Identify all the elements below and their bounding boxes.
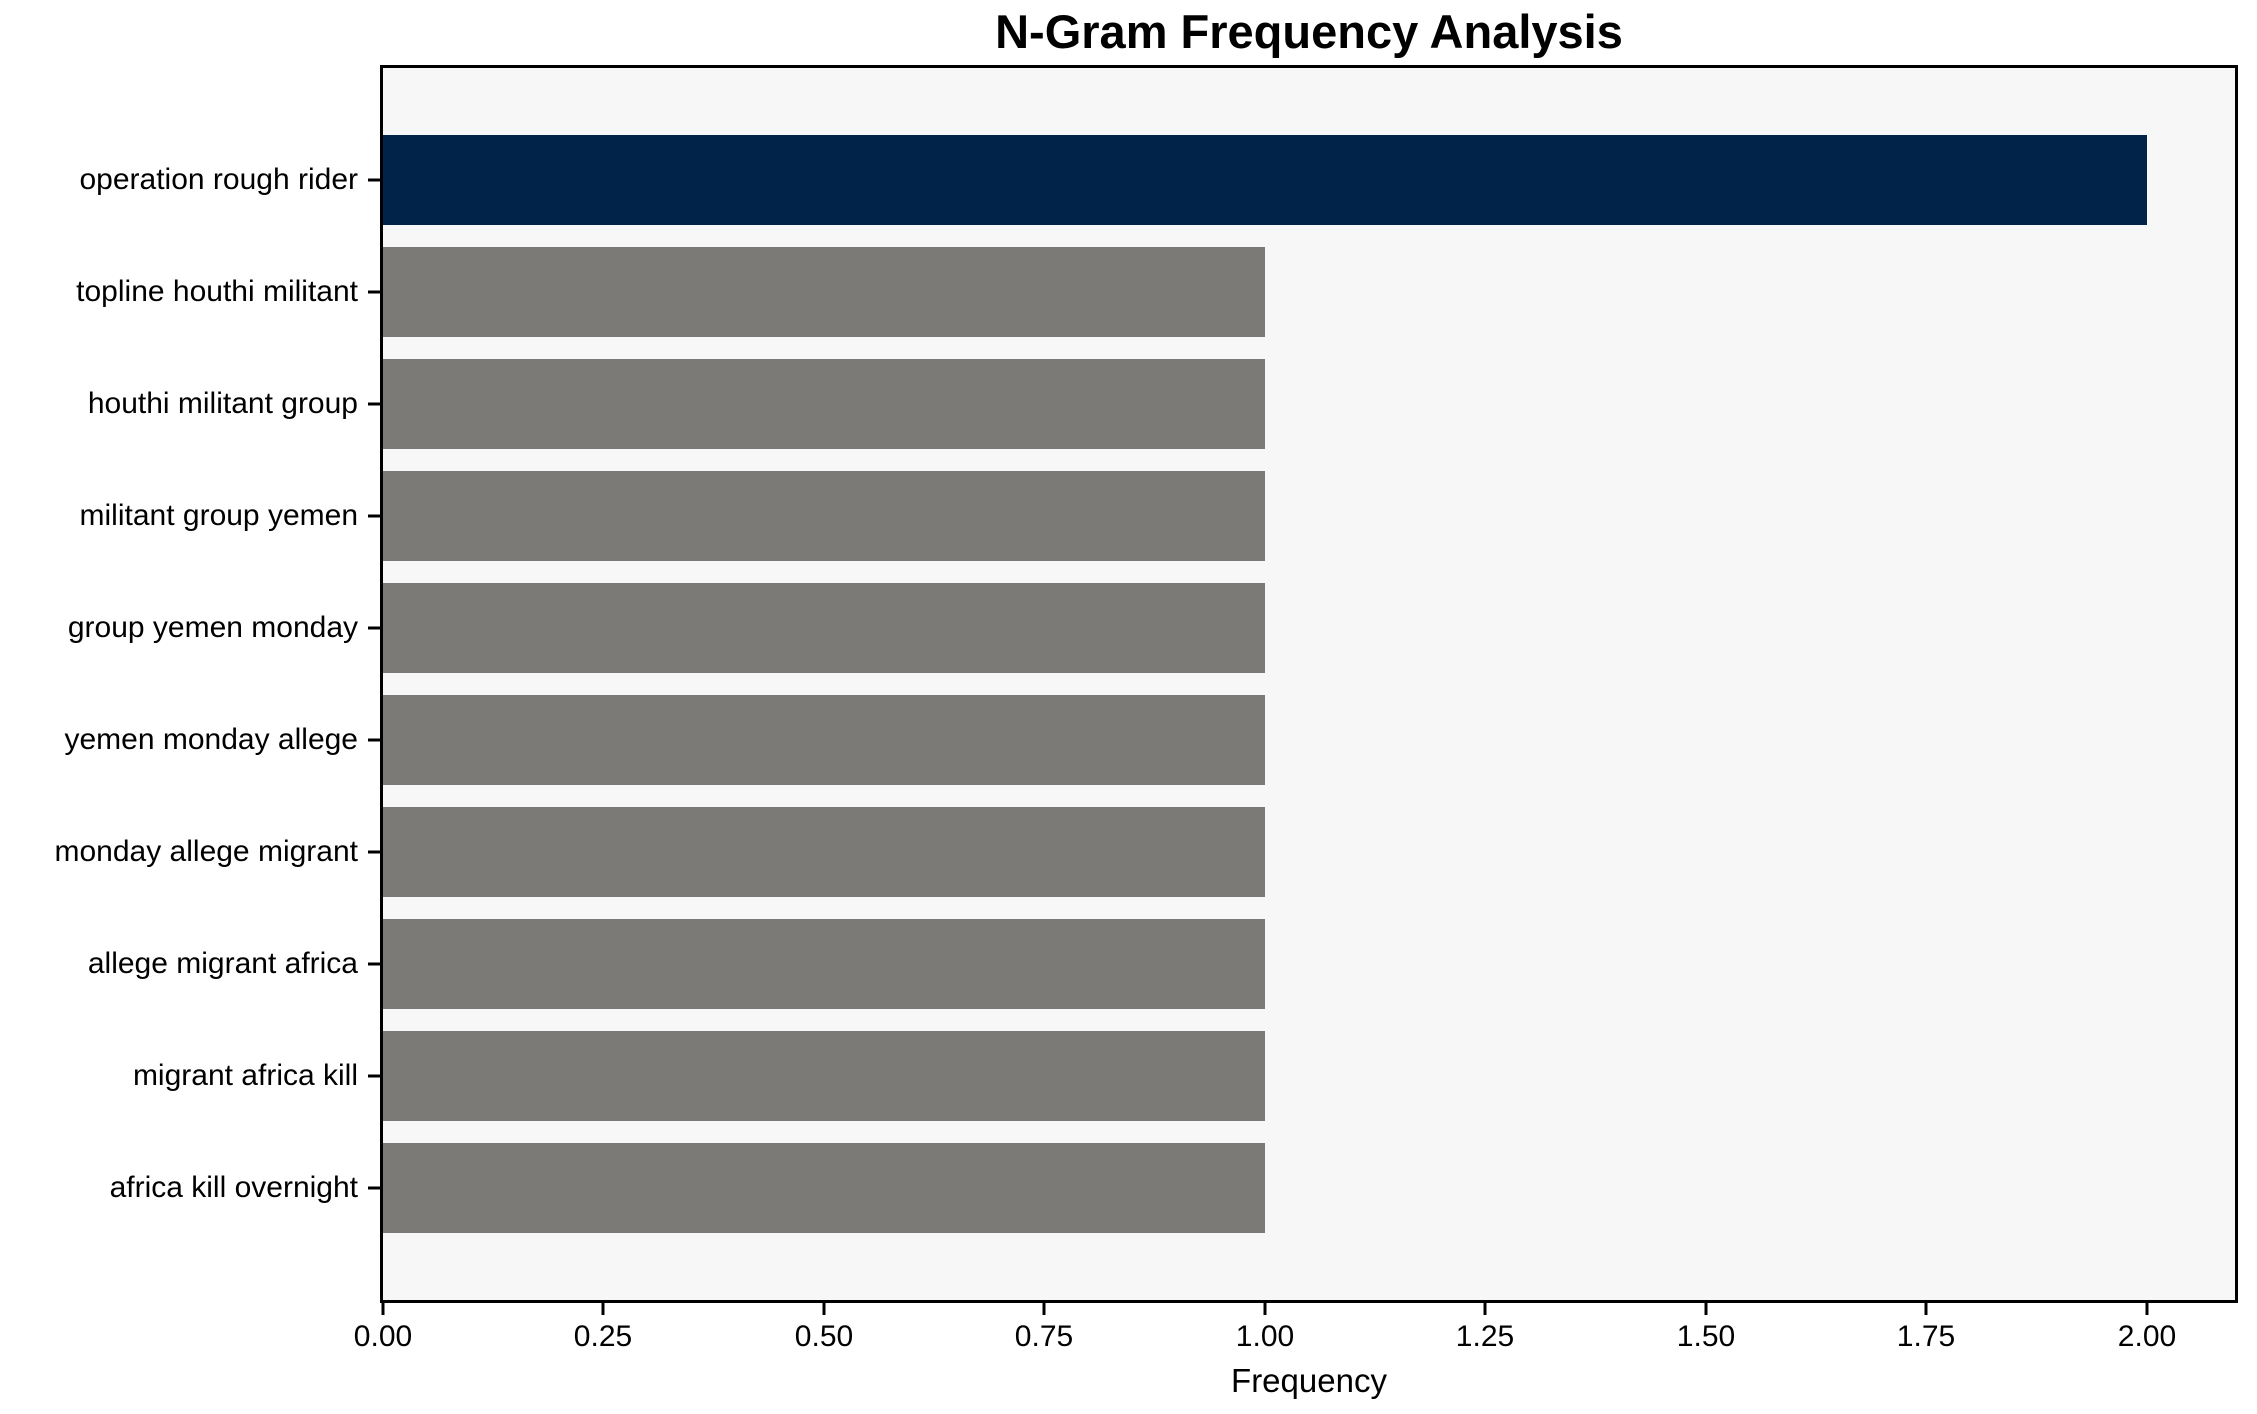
y-tick-mark [368,1186,380,1190]
y-tick-mark [368,1074,380,1078]
bar-topline-houthi-militant [383,247,1265,337]
x-tick-mark [1042,1303,1046,1315]
y-tick-label: houthi militant group [87,387,358,420]
x-tick-mark [1483,1303,1487,1315]
y-tick-label: operation rough rider [79,163,358,196]
plot-area [380,65,2238,1303]
x-tick-label: 2.00 [2117,1320,2177,1353]
x-axis-label: Frequency [1231,1362,1387,1399]
y-tick-mark [368,626,380,630]
y-tick-mark [368,850,380,854]
x-tick-label: 0.75 [1014,1320,1074,1353]
x-tick-label: 1.00 [1235,1320,1295,1353]
y-tick-label: topline houthi militant [76,275,358,308]
y-tick-label: yemen monday allege [64,723,358,756]
y-tick-label: allege migrant africa [87,947,358,980]
chart-title: N-Gram Frequency Analysis [995,5,1623,58]
y-tick-mark [368,402,380,406]
bar-militant-group-yemen [383,471,1265,561]
bar-africa-kill-overnight [383,1143,1265,1233]
bar-houthi-militant-group [383,359,1265,449]
y-tick-label: militant group yemen [79,499,358,532]
x-tick-mark [381,1303,385,1315]
y-tick-mark [368,178,380,182]
y-tick-mark [368,962,380,966]
y-tick-label: group yemen monday [67,611,358,644]
bar-operation-rough-rider [383,135,2147,225]
y-tick-label: migrant africa kill [132,1059,358,1092]
x-tick-label: 1.75 [1896,1320,1956,1353]
x-tick-mark [1924,1303,1928,1315]
y-tick-mark [368,290,380,294]
bar-yemen-monday-allege [383,695,1265,785]
x-tick-mark [822,1303,826,1315]
x-tick-mark [1263,1303,1267,1315]
bar-migrant-africa-kill [383,1031,1265,1121]
x-tick-mark [601,1303,605,1315]
bar-group-yemen-monday [383,583,1265,673]
x-tick-label: 0.50 [794,1320,854,1353]
y-tick-mark [368,738,380,742]
x-tick-label: 1.25 [1455,1320,1515,1353]
x-tick-label: 0.00 [353,1320,413,1353]
x-tick-mark [2145,1303,2149,1315]
x-tick-mark [1704,1303,1708,1315]
bar-monday-allege-migrant [383,807,1265,897]
bar-allege-migrant-africa [383,919,1265,1009]
x-tick-label: 0.25 [573,1320,633,1353]
x-tick-label: 1.50 [1676,1320,1736,1353]
y-tick-label: monday allege migrant [54,835,358,868]
y-tick-mark [368,514,380,518]
y-tick-label: africa kill overnight [109,1171,358,1204]
